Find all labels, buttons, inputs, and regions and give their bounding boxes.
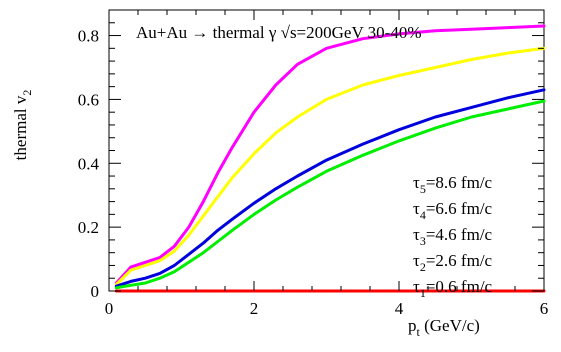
legend-entry-3: τ3=4.6 fm/c xyxy=(413,225,493,248)
legend-entry-1: τ5=8.6 fm/c xyxy=(413,173,493,196)
plot-frame xyxy=(108,9,545,292)
x-tick-label: 2 xyxy=(250,299,259,318)
legend: τ5=8.6 fm/c τ4=6.6 fm/c τ3=4.6 fm/c τ2=2.6 … xyxy=(413,173,493,300)
series-line-2 xyxy=(114,46,546,287)
series-line-4 xyxy=(114,99,546,290)
x-tick-label: 4 xyxy=(395,299,404,318)
y-tick-label: 0.2 xyxy=(78,218,99,237)
legend-entry-2: τ4=6.6 fm/c xyxy=(413,199,493,222)
series-line-1 xyxy=(114,24,546,285)
chart-title: Au+Au → thermal γ √s=200GeV 30-40% xyxy=(136,23,422,42)
x-axis-label: pt (GeV/c) xyxy=(408,316,480,339)
series-line-3 xyxy=(114,88,546,288)
x-tick-label: 0 xyxy=(105,299,114,318)
y-tick-label: 0 xyxy=(91,282,100,301)
y-tick-label: 0.8 xyxy=(78,27,99,46)
ticks-layer: 0 2 4 6 0 0.2 0.4 0.6 0.8 xyxy=(78,9,549,318)
y-tick-label: 0.4 xyxy=(78,154,100,173)
y-axis-label: thermal v2 xyxy=(11,90,34,161)
legend-entry-5: τ1=0.6 fm/c xyxy=(413,277,493,300)
series-layer xyxy=(114,24,546,293)
legend-entry-4: τ2=2.6 fm/c xyxy=(413,251,493,274)
y-tick-label: 0.6 xyxy=(78,90,99,109)
x-tick-label: 6 xyxy=(540,299,549,318)
